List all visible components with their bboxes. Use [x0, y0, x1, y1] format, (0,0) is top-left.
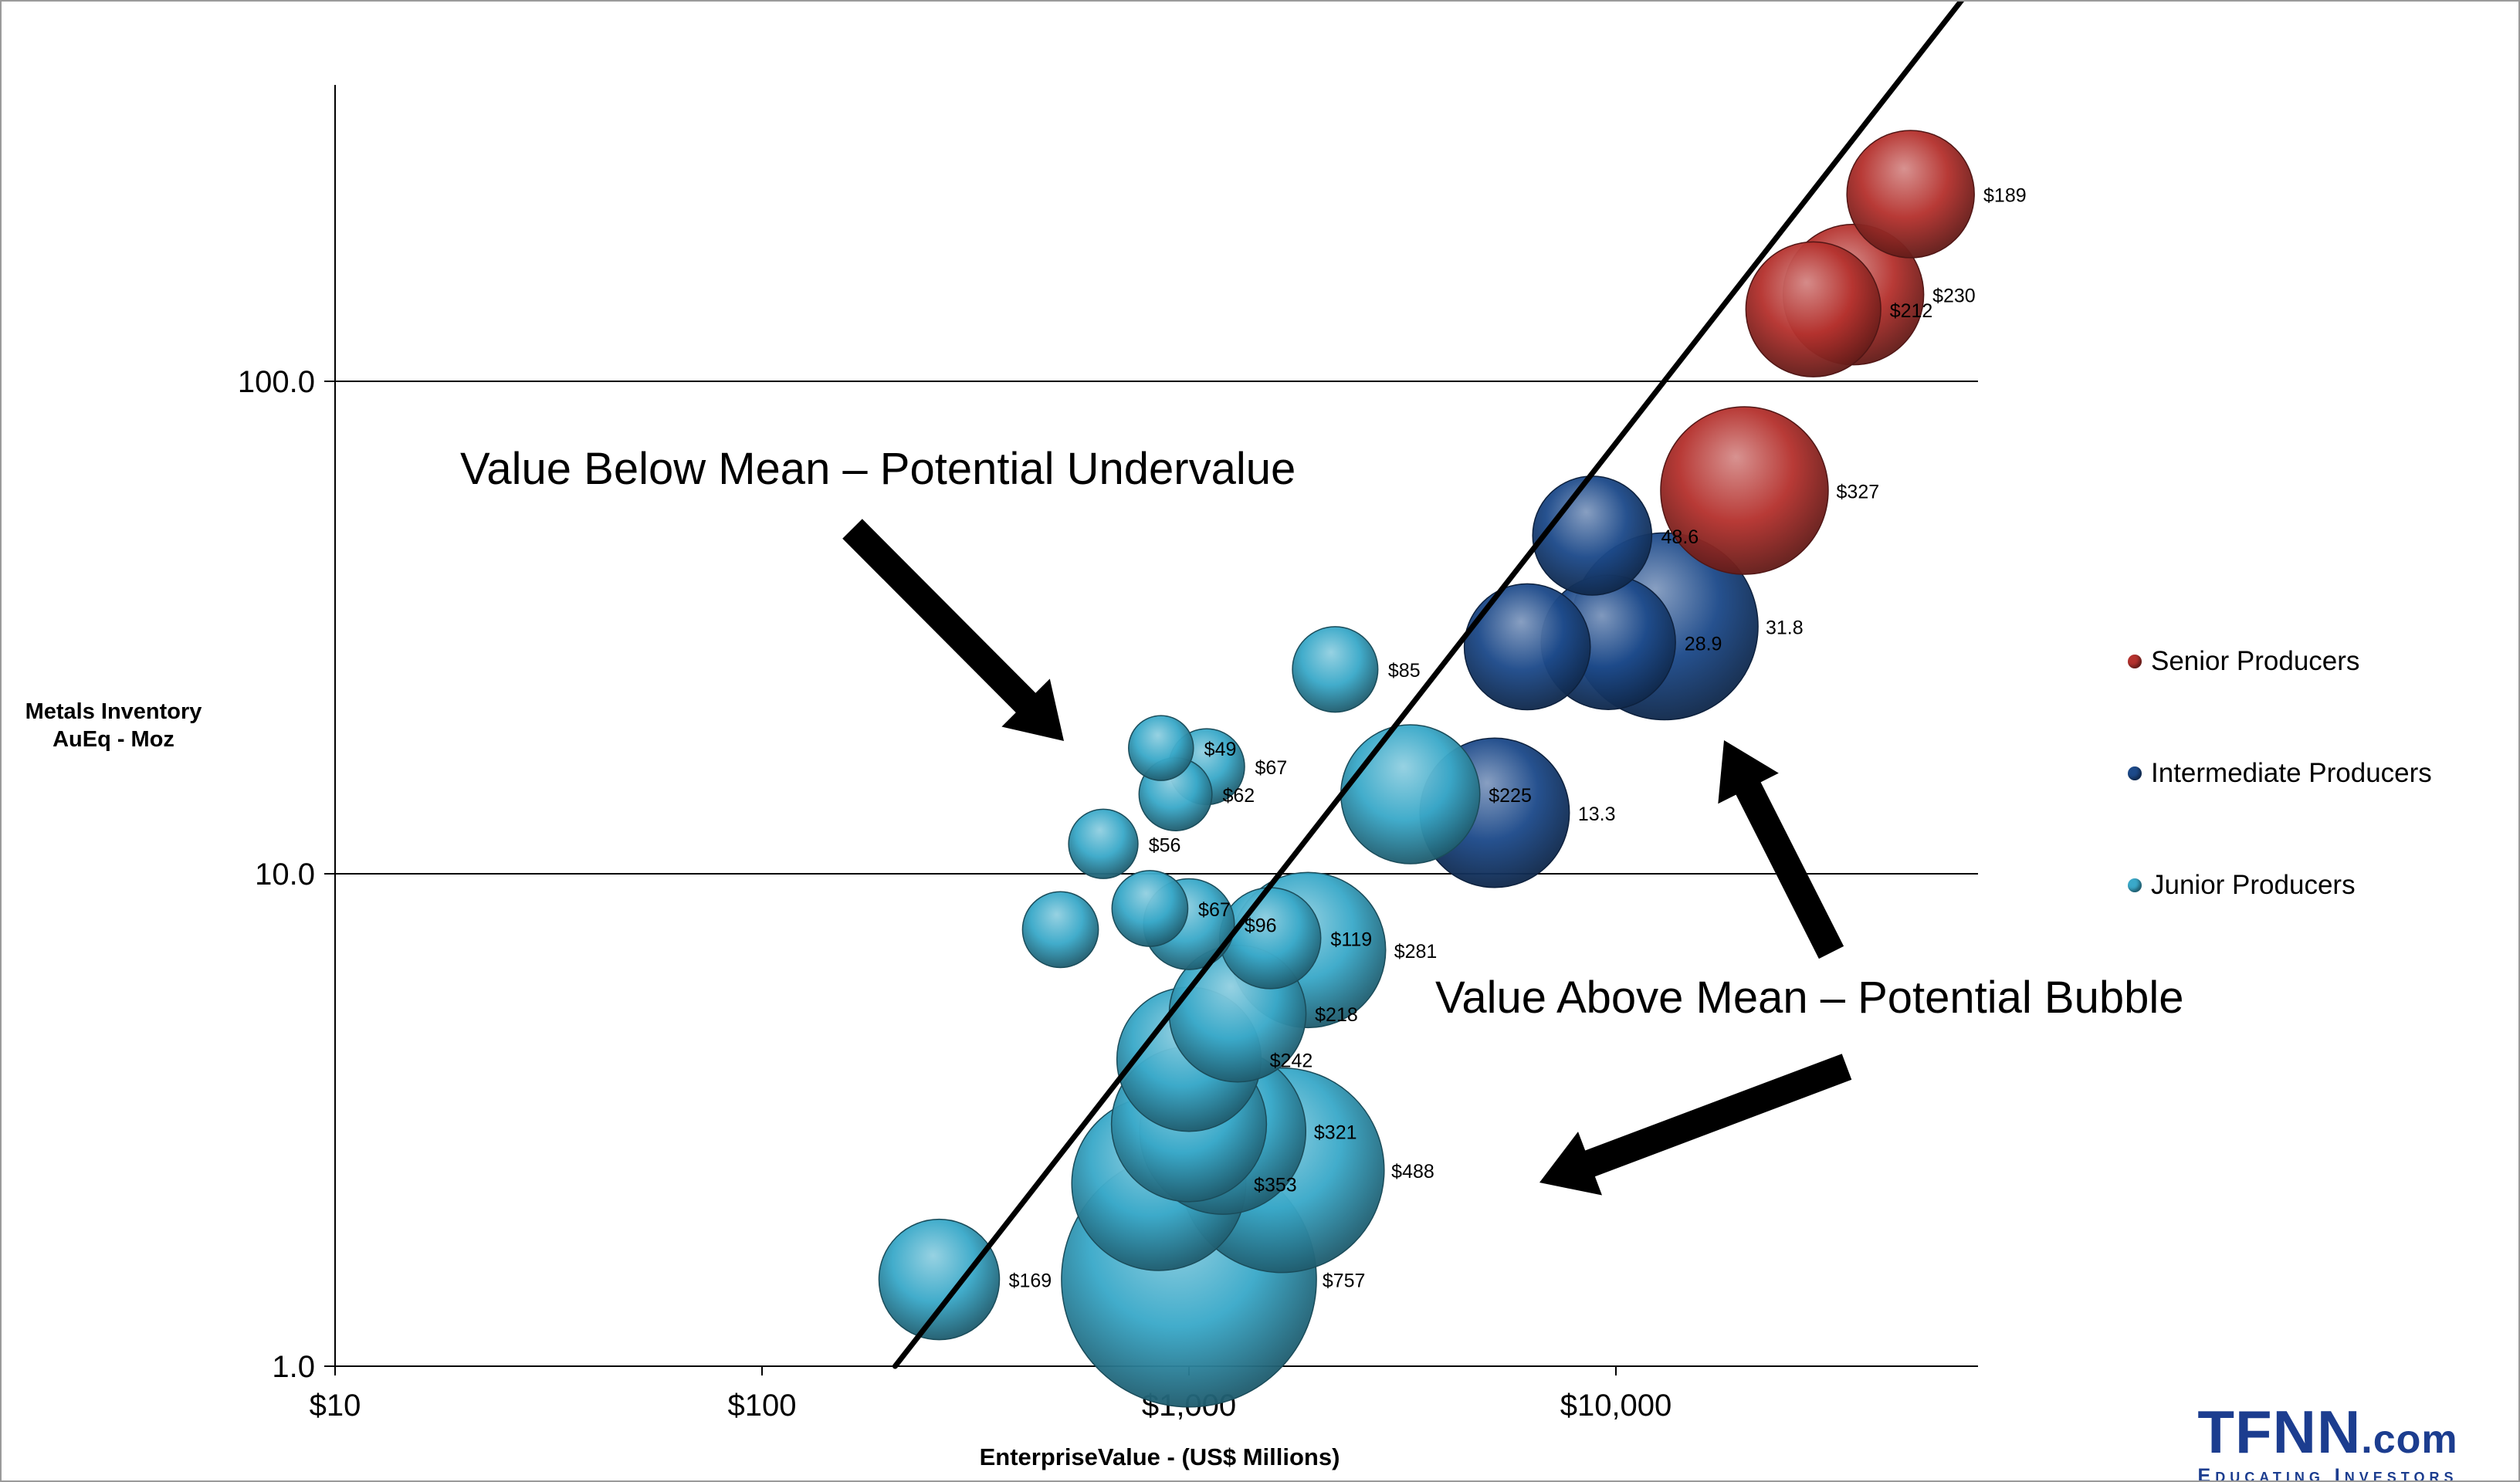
bubble-label-2-15: $353 [1254, 1174, 1297, 1196]
legend-swatch-senior [2128, 654, 2142, 668]
y-axis-title-line-2: AuEq - Moz [52, 727, 174, 752]
bubble-label-2-14: $321 [1314, 1122, 1357, 1144]
bubble-label-2-13: $488 [1391, 1161, 1434, 1183]
bubble-label-1-1: 31.8 [1766, 617, 1804, 638]
x-tick-label-0: $10 [310, 1389, 361, 1423]
logo-wordmark: TFNN.com [2137, 1402, 2518, 1465]
bubble-label-1-4: 13.3 [1578, 804, 1616, 825]
bubble-junior-producers-7[interactable] [1111, 870, 1189, 947]
legend-item-junior[interactable]: Junior Producers [2128, 829, 2432, 941]
bubble-label-0-1: $230 [1932, 286, 1976, 307]
bubble-label-2-12: $242 [1270, 1050, 1313, 1071]
bubble-label-2-3: $62 [1222, 785, 1255, 807]
legend-item-senior[interactable]: Senior Producers [2128, 605, 2432, 717]
bubble-label-0-0: $189 [1983, 184, 2027, 206]
y-tick-label-1: 10.0 [255, 858, 315, 892]
arrow-bubble-up [1718, 740, 1844, 959]
bubble-label-2-2: $67 [1255, 757, 1288, 779]
bubble-label-2-0: $85 [1388, 660, 1421, 682]
logo-tagline: Educating Investors [2197, 1465, 2458, 1482]
bubble-junior-producers-10[interactable] [1021, 891, 1099, 969]
y-axis-title-line-1: Metals Inventory [25, 699, 202, 724]
bubble-label-2-18: $757 [1323, 1271, 1366, 1292]
y-tick-label-2: 100.0 [238, 365, 315, 399]
y-axis-title: Metals Inventory AuEq - Moz [9, 698, 218, 753]
bubble-label-2-5: $56 [1149, 834, 1181, 856]
bubble-labels: $189 $230$212 $327 48.6 31.8 28.9 13.3 $85 $49 $6… [892, 2, 2027, 1369]
bubble-label-2-7: $67 [1198, 899, 1231, 921]
x-axis-title: EnterpriseValue - (US$ Millions) [979, 1443, 1340, 1470]
bubble-label-2-9: $119 [1330, 929, 1372, 950]
bubble-intermediate-producers-3[interactable] [1463, 583, 1591, 711]
annotation-bubble: Value Above Mean – Potential Bubble [1435, 973, 2184, 1023]
legend-item-intermediate[interactable]: Intermediate Producers [2128, 717, 2432, 829]
bubble-label-2-17: $169 [1009, 1271, 1052, 1292]
y-tick-label-0: 1.0 [272, 1350, 315, 1384]
bubble-intermediate-producers-0[interactable] [1532, 475, 1653, 596]
bubbles [878, 130, 1975, 1408]
arrow-undervalue [842, 519, 1064, 741]
arrow-bubble-left [1539, 1054, 1852, 1196]
bubble-label-2-8: $281 [1394, 941, 1438, 963]
bubble-junior-producers-1[interactable] [1128, 715, 1194, 781]
legend-label-junior: Junior Producers [2151, 869, 2356, 900]
bubble-junior-producers-5[interactable] [1068, 808, 1139, 879]
bubble-label-2-1: $49 [1204, 739, 1237, 760]
tfnn-logo[interactable]: TFNN.com Educating Investors [2137, 1402, 2518, 1482]
bubble-junior-producers-17[interactable] [878, 1218, 1001, 1341]
logo-main-text: TFNN [2197, 1398, 2362, 1466]
bubble-label-2-11: $218 [1315, 1004, 1358, 1026]
bubble-senior-producers-2[interactable] [1745, 241, 1882, 377]
logo-suffix-text: .com [2361, 1417, 2458, 1462]
bubble-junior-producers-0[interactable] [1292, 626, 1379, 713]
bubble-junior-producers-9[interactable] [1219, 887, 1322, 990]
legend-label-senior: Senior Producers [2151, 645, 2360, 676]
bubble-junior-producers-4[interactable] [1340, 724, 1481, 864]
x-tick-label-3: $10,000 [1560, 1389, 1672, 1423]
bubble-label-1-2: 28.9 [1685, 633, 1722, 655]
bubble-label-0-2: $212 [1890, 300, 1933, 322]
bubble-label-2-6: $96 [1245, 915, 1277, 936]
legend-swatch-junior [2128, 878, 2142, 892]
legend: Senior Producers Intermediate Producers … [2128, 605, 2432, 941]
legend-swatch-intermediate [2128, 766, 2142, 780]
bubble-senior-producers-0[interactable] [1846, 130, 1975, 259]
x-tick-label-1: $100 [728, 1389, 797, 1423]
bubble-senior-producers-3[interactable] [1660, 406, 1829, 575]
trend-line [892, 2, 1964, 1369]
arrows [842, 519, 1852, 1196]
annotation-undervalue: Value Below Mean – Potential Undervalue [460, 444, 1296, 494]
bubble-label-1-0: 48.6 [1661, 526, 1699, 548]
bubble-label-0-3: $327 [1837, 482, 1880, 503]
bubble-label-2-4: $225 [1489, 785, 1532, 807]
legend-label-intermediate: Intermediate Producers [2151, 757, 2432, 788]
